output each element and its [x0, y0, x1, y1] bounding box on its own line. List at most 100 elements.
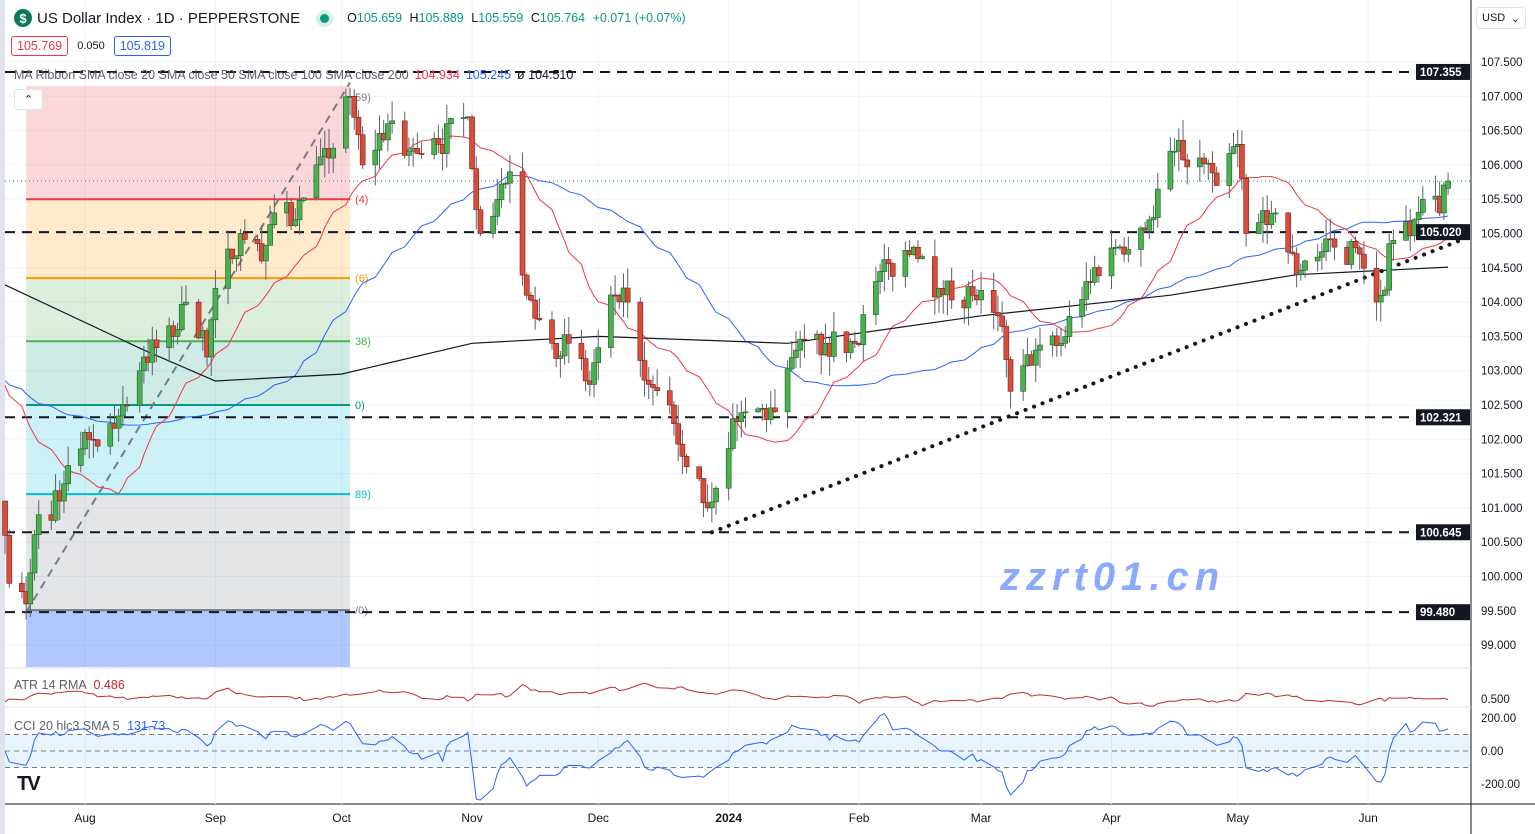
candle: [208, 316, 215, 376]
candle-body: [1180, 139, 1186, 161]
y-tick-label: 101.000: [1481, 503, 1523, 515]
symbol-title[interactable]: US Dollar Index · 1D · PEPPERSTONE: [37, 9, 301, 27]
candle-body: [528, 294, 534, 301]
candle-body: [242, 233, 248, 240]
candle-body: [1154, 188, 1161, 218]
candle: [1420, 186, 1426, 216]
candle: [372, 129, 379, 186]
candle: [847, 338, 854, 360]
fib-level-label: (6): [355, 273, 368, 285]
candle: [288, 197, 294, 230]
candle-body: [292, 219, 299, 226]
candle: [444, 104, 450, 168]
candle: [591, 349, 597, 398]
sell-button[interactable]: 105.769: [11, 36, 69, 56]
y-tick-label: 104.000: [1481, 297, 1523, 309]
collapse-legend-button[interactable]: ⌃: [14, 89, 43, 110]
candle: [389, 101, 395, 134]
candle-body: [1020, 365, 1026, 392]
candle-body: [2, 500, 8, 536]
candle-body: [679, 443, 686, 457]
candle: [237, 228, 244, 271]
candle-body: [1007, 359, 1014, 392]
candle: [978, 272, 984, 314]
candle: [1167, 137, 1174, 192]
candle: [414, 132, 421, 155]
candle-body: [902, 250, 909, 277]
candle: [35, 500, 42, 550]
candle: [1373, 251, 1380, 321]
candle: [1377, 279, 1384, 322]
chart-header: $ US Dollar Index · 1D · PEPPERSTONE O10…: [14, 9, 690, 27]
candle-body: [1146, 219, 1153, 231]
candle: [300, 197, 307, 203]
candle: [709, 482, 715, 523]
y-tick-label: 106.500: [1481, 126, 1523, 138]
candle-body: [523, 274, 530, 296]
candle: [948, 267, 955, 309]
candle: [1171, 138, 1178, 167]
candle-body: [553, 342, 559, 359]
candle-body: [208, 319, 215, 358]
candle-body: [532, 299, 538, 319]
buy-button[interactable]: 105.819: [113, 36, 171, 56]
candle: [1007, 356, 1014, 409]
y-tick-label: 99.000: [1481, 640, 1516, 652]
candle-body: [271, 212, 278, 225]
candle: [448, 117, 454, 140]
candle: [263, 244, 269, 280]
candle: [27, 558, 34, 618]
candle: [317, 138, 324, 166]
candle-body: [784, 368, 791, 413]
candle: [107, 413, 114, 455]
atr-axis-label: 0.500: [1481, 694, 1510, 706]
candle-body: [595, 347, 602, 364]
fib-band: [26, 494, 351, 611]
y-tick-label: 102.000: [1481, 434, 1523, 446]
candle-body: [490, 215, 496, 234]
candle: [990, 272, 997, 330]
candle: [1184, 153, 1191, 185]
cci-legend[interactable]: CCI 20 hlc3 SMA 5 131.73: [14, 719, 166, 733]
candle-body: [254, 239, 261, 244]
candle: [1230, 132, 1237, 155]
candle-body: [999, 315, 1005, 327]
candle: [801, 324, 808, 358]
candle-body: [507, 171, 513, 184]
candle: [61, 470, 67, 513]
candle: [885, 247, 892, 281]
change: +0.071 (+0.07%): [592, 11, 686, 25]
candle: [1003, 319, 1010, 378]
candle: [1108, 229, 1115, 290]
candle: [1213, 166, 1220, 187]
candle-body: [317, 156, 324, 166]
ma-ribbon-legend[interactable]: MA Ribbon SMA close 20 SMA close 50 SMA …: [14, 68, 574, 82]
currency-selector[interactable]: USD ⌄: [1476, 7, 1526, 29]
candle-body: [86, 432, 93, 440]
candle: [1020, 349, 1026, 401]
candle: [738, 400, 745, 438]
candle: [1331, 230, 1338, 261]
candle: [498, 168, 505, 208]
candle-body: [115, 415, 122, 429]
candle-body: [469, 116, 475, 170]
ohlc-readout: O105.659 H105.889 L105.559 C105.764 +0.0…: [347, 11, 686, 25]
candle-body: [498, 183, 505, 200]
candle-body: [313, 164, 320, 199]
candle-body: [683, 456, 690, 468]
x-tick-label: 2024: [715, 811, 742, 825]
candle-body: [1293, 253, 1300, 275]
candle: [195, 298, 202, 340]
fib-band: [26, 341, 351, 405]
candle: [1180, 119, 1186, 161]
candle: [153, 329, 160, 362]
candle: [1323, 219, 1329, 262]
atr-legend[interactable]: ATR 14 RMA 0.486: [14, 678, 125, 692]
fib-level-label: 0): [355, 400, 365, 412]
candle-body: [1298, 269, 1304, 275]
candle-body: [969, 286, 976, 296]
candle-body: [431, 138, 437, 155]
candle-body: [591, 362, 597, 385]
level-price-label: 107.355: [1420, 67, 1462, 79]
